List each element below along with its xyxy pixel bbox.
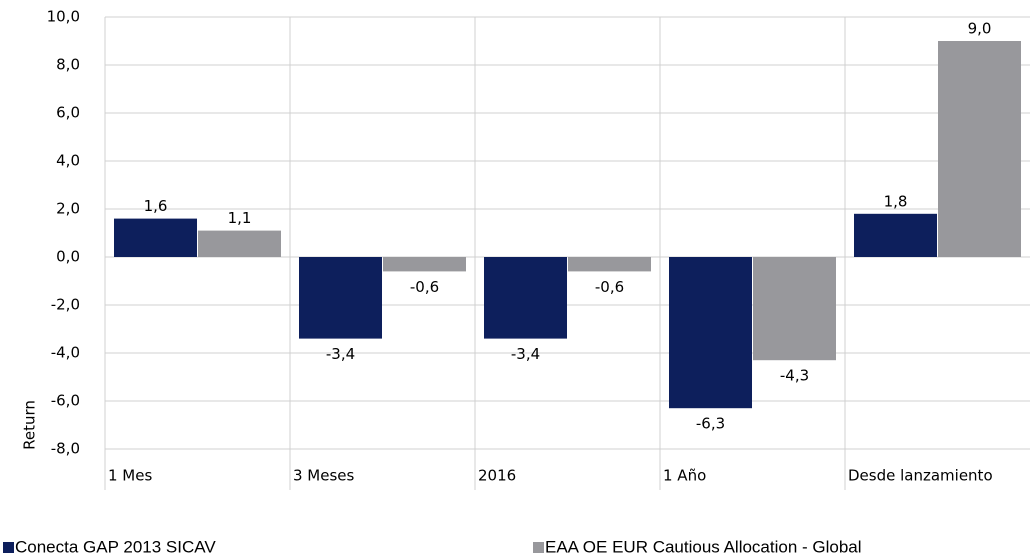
data-label: -6,3 (696, 415, 725, 433)
data-label: -0,6 (595, 278, 624, 296)
y-axis-title: Return (21, 400, 39, 450)
y-tick-label: 8,0 (56, 56, 80, 74)
legend-swatch (3, 542, 14, 553)
y-tick-label: -4,0 (51, 344, 80, 362)
data-label: -0,6 (410, 278, 439, 296)
y-tick-label: 4,0 (56, 152, 80, 170)
bar (198, 230, 281, 257)
bar (938, 41, 1021, 257)
y-tick-label: -6,0 (51, 392, 80, 410)
data-label: 1,8 (884, 192, 908, 210)
y-tick-label: -2,0 (51, 296, 80, 314)
bar (114, 218, 197, 257)
data-label: 1,6 (144, 197, 168, 215)
data-label: 9,0 (968, 20, 992, 38)
bar (568, 257, 651, 272)
x-tick-label: 3 Meses (293, 467, 355, 485)
data-label: 1,1 (228, 209, 252, 227)
data-label: -3,4 (511, 345, 540, 363)
x-tick-label: Desde lanzamiento (848, 467, 993, 485)
y-tick-label: 2,0 (56, 200, 80, 218)
data-label: -4,3 (780, 367, 809, 385)
y-tick-label: 10,0 (47, 8, 80, 26)
x-tick-label: 1 Mes (108, 467, 152, 485)
x-tick-label: 2016 (478, 467, 516, 485)
bar (383, 257, 466, 272)
legend-swatch (533, 542, 544, 553)
y-tick-label: 0,0 (56, 248, 80, 266)
y-tick-label: 6,0 (56, 104, 80, 122)
legend-label: Conecta GAP 2013 SICAV (15, 537, 216, 556)
bar (299, 257, 382, 339)
bar (753, 257, 836, 361)
data-label: -3,4 (326, 345, 355, 363)
bar (854, 213, 937, 257)
bar (669, 257, 752, 409)
bar (484, 257, 567, 339)
x-tick-label: 1 Año (663, 467, 706, 485)
legend-label: EAA OE EUR Cautious Allocation - Global (545, 537, 862, 556)
y-tick-label: -8,0 (51, 440, 80, 458)
